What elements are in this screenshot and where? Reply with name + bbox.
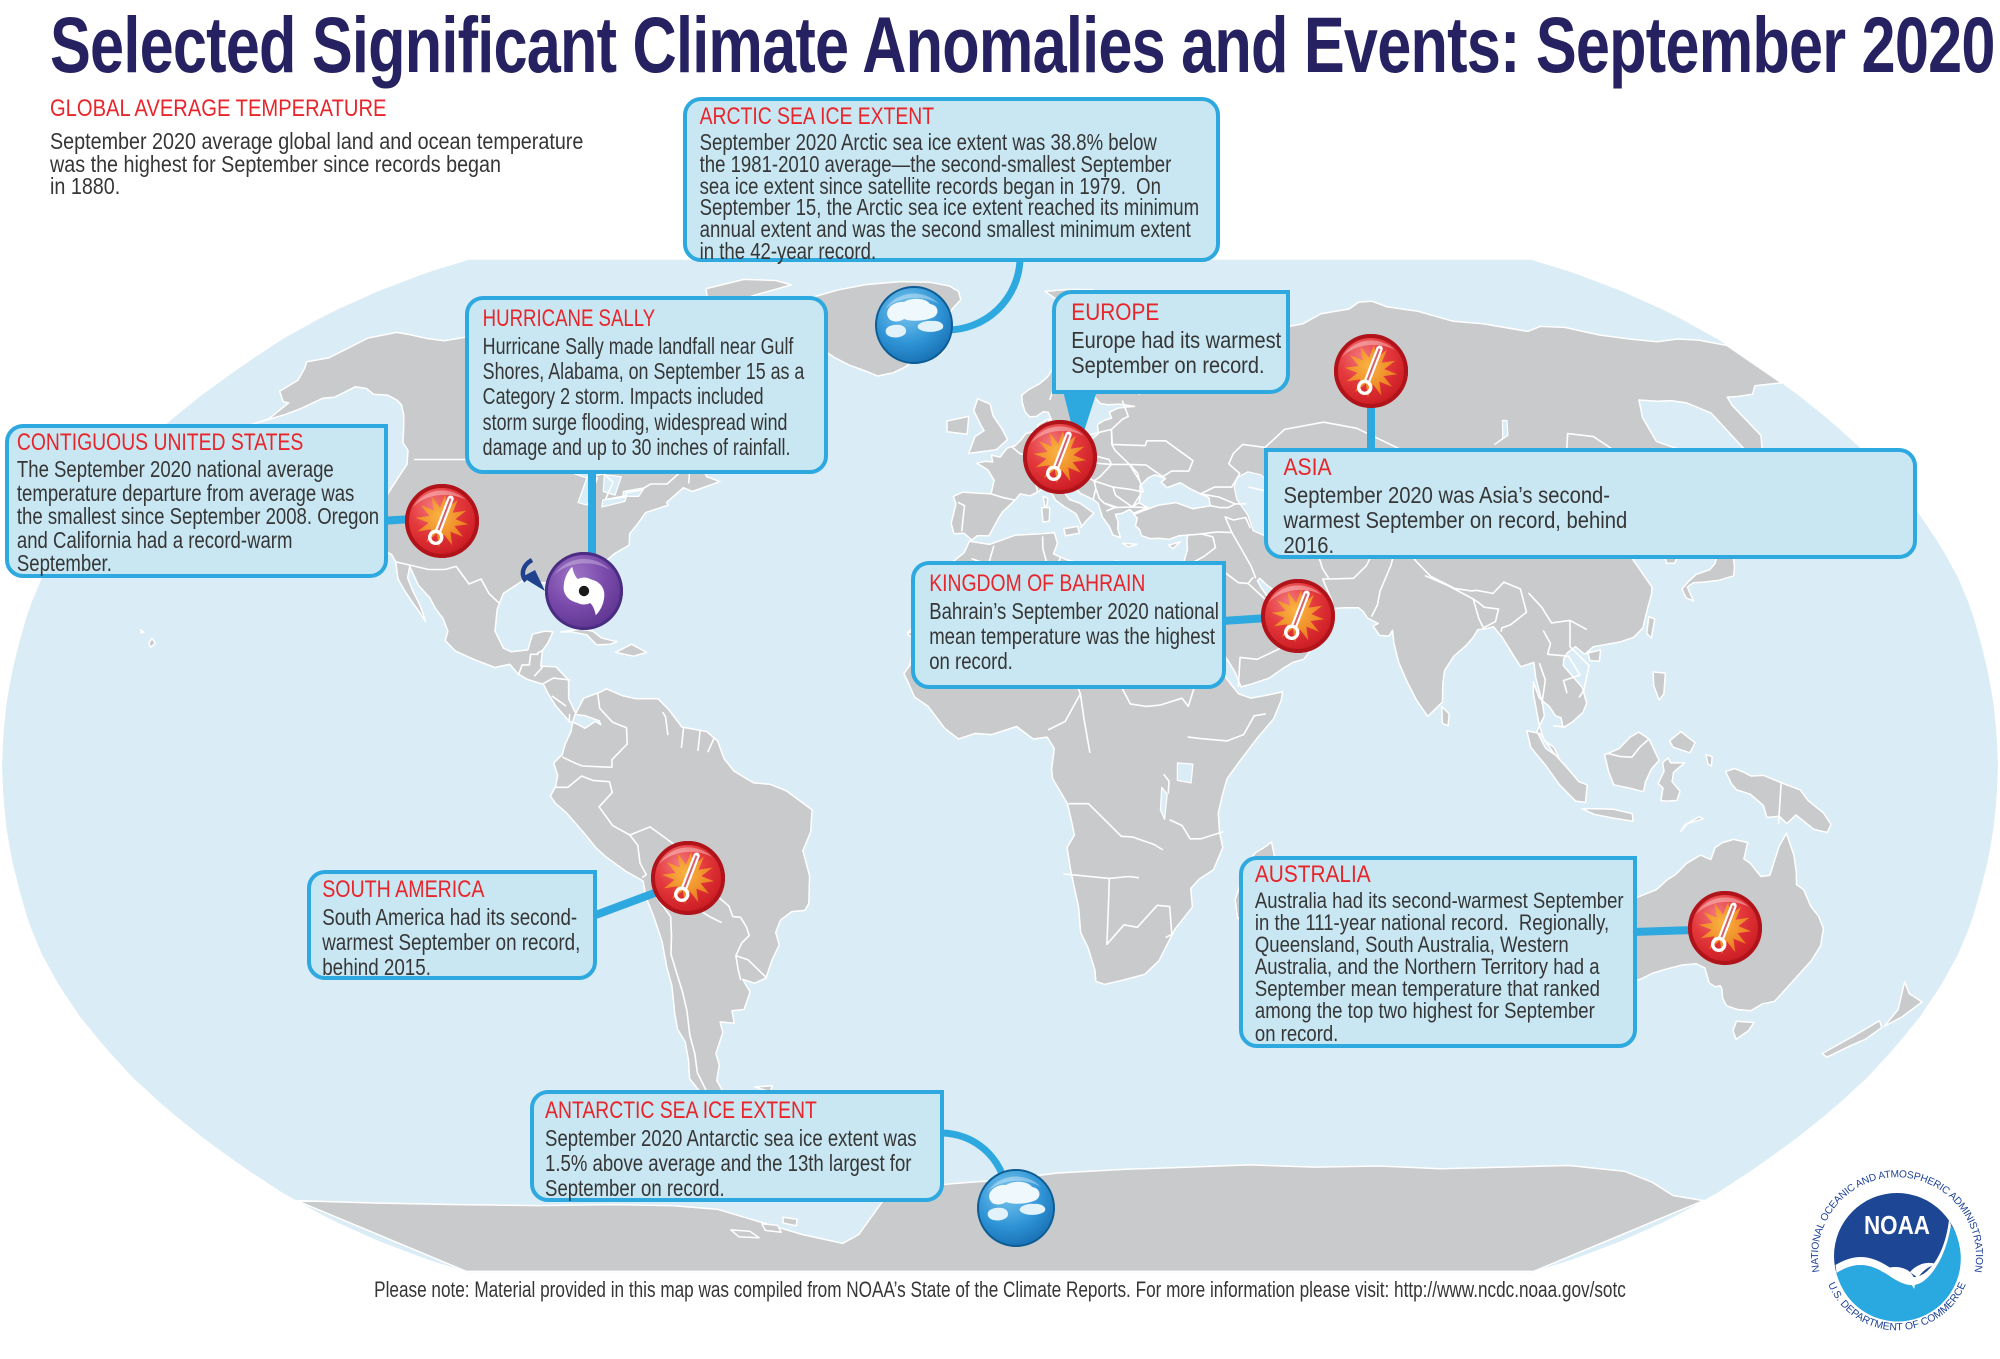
svg-text:NOAA: NOAA: [1864, 1210, 1930, 1240]
